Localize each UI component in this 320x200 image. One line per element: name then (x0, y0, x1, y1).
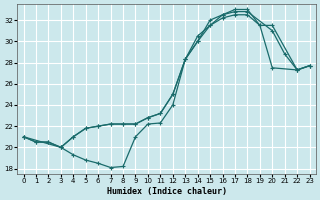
X-axis label: Humidex (Indice chaleur): Humidex (Indice chaleur) (107, 187, 227, 196)
